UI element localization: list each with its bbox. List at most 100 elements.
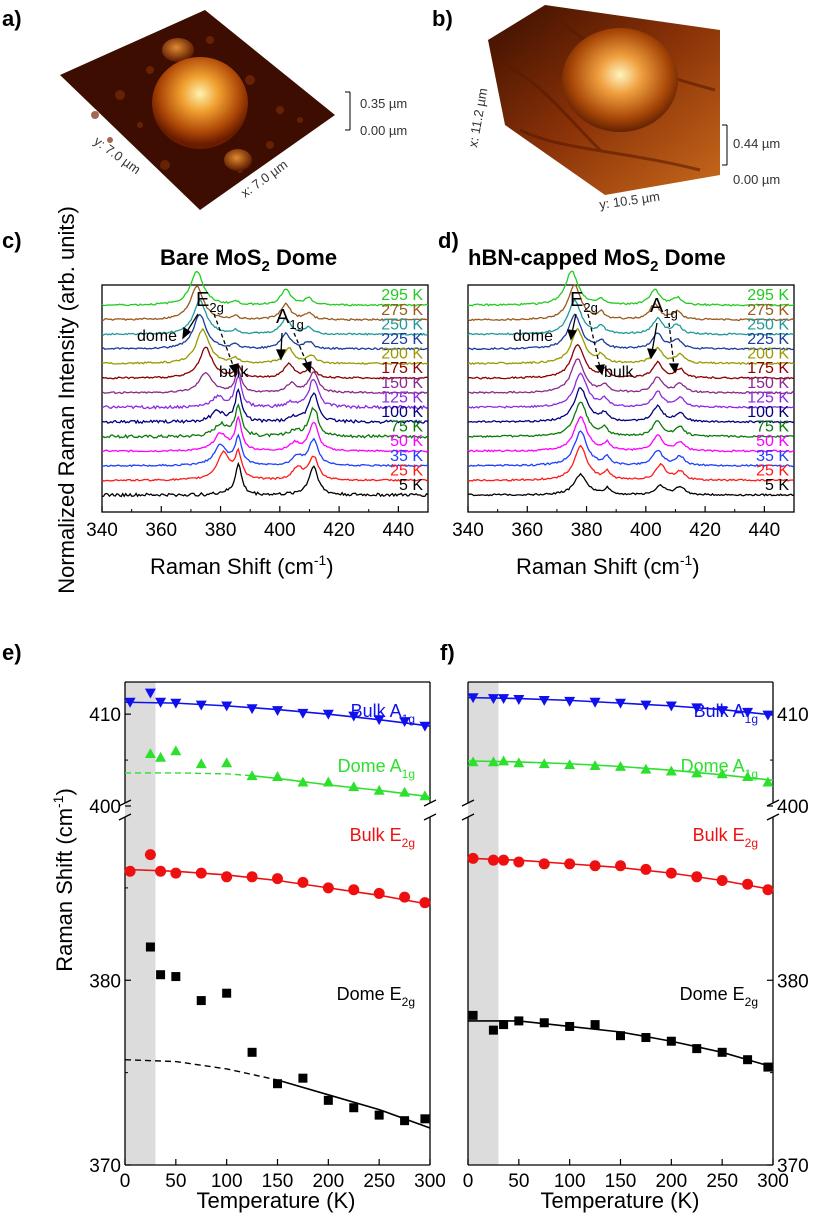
- data-point: [221, 701, 233, 712]
- fit-dashed: [125, 772, 253, 777]
- data-point: [589, 860, 601, 872]
- data-point: [272, 873, 283, 885]
- panel-f: f) 0 50 100 150 200 250 300 400 410 370 380 Bulk A1…: [440, 640, 809, 1192]
- annot-a1g-d-sub: 1g: [663, 306, 677, 321]
- x-tick-label: 340: [452, 520, 484, 541]
- data-point: [762, 710, 774, 721]
- spectrum-100k: [101, 387, 429, 425]
- series-label: Bulk E2g: [693, 825, 758, 850]
- spectrum-50k: [102, 415, 429, 453]
- data-point: [420, 1114, 430, 1124]
- spectrum-225k: [467, 313, 795, 351]
- afm-dome-a: [152, 57, 248, 149]
- temp-label: 150 K: [747, 375, 789, 392]
- data-point: [246, 704, 258, 715]
- data-point: [419, 721, 431, 732]
- data-point: [716, 875, 728, 887]
- temp-label: 175 K: [747, 360, 789, 377]
- axis-break-mark: [461, 799, 475, 807]
- temp-label: 75 K: [390, 419, 423, 436]
- series-label: Bulk A1g: [694, 701, 758, 726]
- data-point: [170, 867, 182, 879]
- axis-break-mark: [118, 799, 132, 807]
- data-point: [297, 708, 309, 719]
- y-tick-label: 410: [89, 705, 121, 726]
- data-point: [538, 758, 550, 769]
- data-point: [742, 707, 754, 718]
- x-tick-label: 300: [414, 1171, 446, 1192]
- x-tick-label: 250: [706, 1171, 738, 1192]
- panel-label-b: b): [432, 6, 453, 31]
- data-point: [156, 970, 166, 980]
- data-point: [323, 1095, 333, 1105]
- data-point: [513, 856, 525, 868]
- spectrum-250k: [467, 298, 795, 336]
- data-point: [513, 757, 525, 768]
- temp-label: 150 K: [381, 375, 423, 392]
- spectrum-150k: [467, 358, 795, 395]
- data-point: [564, 759, 576, 770]
- title-d-sub: 2: [650, 258, 658, 275]
- annot-arrows-d: [567, 313, 679, 376]
- x-tick-label: 0: [463, 1171, 474, 1192]
- spectrum-100k: [468, 387, 795, 424]
- data-point: [487, 756, 499, 767]
- temp-label: 5 K: [399, 477, 423, 494]
- panel-title-d: hBN-capped MoS2 Dome: [468, 245, 726, 275]
- data-point: [564, 696, 576, 707]
- annot-a1g-d: A1g: [650, 295, 678, 321]
- x-tick-label: 440: [383, 520, 415, 541]
- spectrum-50k: [467, 415, 795, 453]
- temp-label: 25 K: [390, 462, 423, 479]
- title-c-end: Dome: [270, 245, 337, 270]
- data-point: [349, 1103, 359, 1113]
- data-point: [155, 697, 167, 708]
- data-point: [322, 882, 334, 894]
- temp-label: 250 K: [381, 316, 423, 333]
- plot-f: 0 50 100 150 200 250 300 400 410 370 380 Bulk A1g Do…: [461, 681, 809, 1192]
- spectrum-75k: [101, 403, 429, 440]
- panel-e: e) 0 50 100 150 200 250 300 400 410 370 380 Bulk A1…: [2, 640, 446, 1192]
- temp-label: 35 K: [756, 448, 789, 465]
- x-tick-label: 420: [689, 520, 721, 541]
- x-title-d-main: Raman Shift (cm: [516, 554, 680, 579]
- data-point: [742, 771, 754, 782]
- x-title-c-sup: -1: [314, 552, 327, 568]
- data-point: [640, 763, 652, 774]
- x-tick-label: 420: [323, 520, 355, 541]
- data-point: [348, 781, 360, 792]
- data-point: [297, 776, 309, 787]
- annot-e2g-c-sub: 2g: [209, 300, 223, 315]
- data-point: [498, 854, 510, 866]
- data-point: [487, 694, 499, 705]
- data-point: [691, 871, 703, 883]
- temp-label: 50 K: [756, 433, 789, 450]
- afm-bump-a2: [224, 149, 252, 171]
- temp-label: 225 K: [381, 331, 423, 348]
- data-point: [538, 695, 550, 706]
- data-point: [145, 942, 155, 952]
- series-label: Dome E2g: [680, 984, 758, 1009]
- temp-label: 200 K: [381, 346, 423, 363]
- panel-label-a: a): [2, 6, 22, 31]
- x-tick-label: 360: [511, 520, 543, 541]
- spectrum-25k: [101, 447, 429, 482]
- x-tick-label: 340: [86, 520, 118, 541]
- x-axis-title-d: Raman Shift (cm-1): [516, 552, 700, 579]
- annot-a1g-c-sub: 1g: [289, 317, 303, 332]
- afm-bump-a1: [162, 38, 194, 62]
- data-point: [221, 871, 233, 883]
- temp-label: 250 K: [747, 316, 789, 333]
- spectrum-200k: [467, 327, 795, 366]
- x-tick-label: 360: [145, 520, 177, 541]
- temp-label: 50 K: [390, 433, 423, 450]
- panel-title-c: Bare MoS2 Dome: [160, 245, 337, 275]
- y-axis-title-shift: Raman Shift (cm-1): [50, 788, 77, 972]
- spectrum-25k: [467, 444, 795, 482]
- x-tick-label: 150: [262, 1171, 294, 1192]
- annot-dome-c: dome: [137, 328, 177, 345]
- data-point: [665, 765, 677, 776]
- data-point: [144, 688, 156, 699]
- annot-e2g-c: E2g: [196, 289, 224, 315]
